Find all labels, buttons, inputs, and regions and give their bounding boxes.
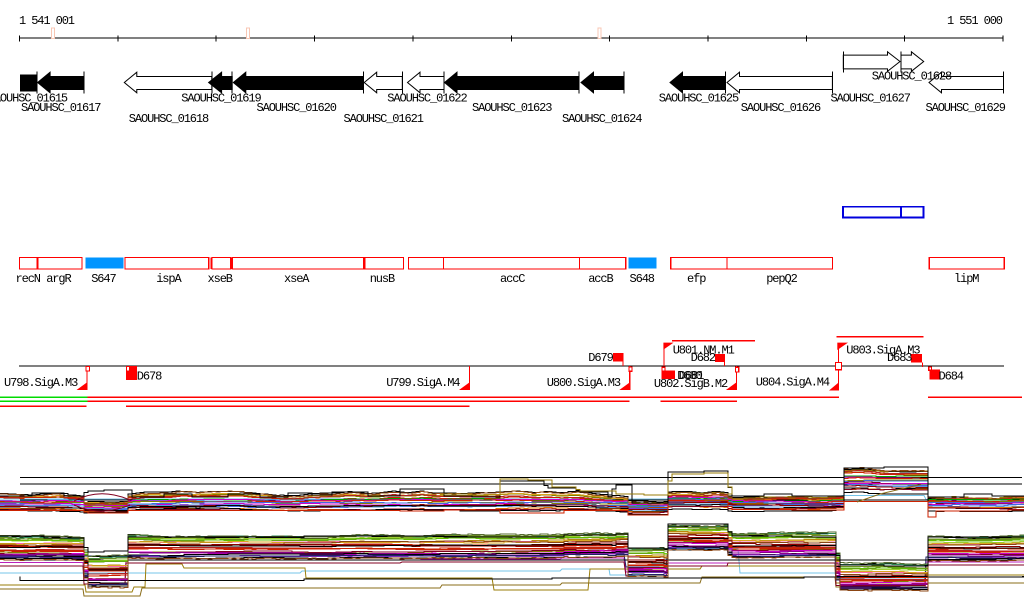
- svg-text:SAOUHSC_01623: SAOUHSC_01623: [472, 101, 552, 115]
- svg-text:SAOUHSC_01618: SAOUHSC_01618: [129, 112, 209, 126]
- svg-text:U801.NM.M1: U801.NM.M1: [673, 344, 735, 358]
- svg-text:recN: recN: [16, 272, 41, 286]
- svg-text:SAOUHSC_01619: SAOUHSC_01619: [181, 91, 261, 105]
- svg-text:D679: D679: [588, 351, 613, 365]
- svg-text:D682: D682: [691, 351, 716, 365]
- svg-text:efp: efp: [687, 272, 706, 286]
- svg-text:U798.SigA.M3: U798.SigA.M3: [4, 376, 78, 390]
- svg-text:U802.SigB.M2: U802.SigB.M2: [654, 377, 728, 391]
- svg-text:S648: S648: [630, 272, 655, 286]
- svg-text:SAOUHSC_01625: SAOUHSC_01625: [659, 91, 739, 105]
- svg-text:D681: D681: [679, 369, 704, 383]
- svg-text:U800.SigA.M3: U800.SigA.M3: [547, 376, 621, 390]
- svg-text:SAOUHSC_01628: SAOUHSC_01628: [872, 70, 952, 84]
- svg-text:ispA: ispA: [156, 272, 182, 286]
- svg-text:1 551 000: 1 551 000: [947, 14, 1003, 28]
- svg-text:xseA: xseA: [284, 272, 310, 286]
- svg-text:nusB: nusB: [370, 272, 395, 286]
- svg-text:lipM: lipM: [954, 272, 979, 286]
- svg-text:U799.SigA.M4: U799.SigA.M4: [386, 376, 460, 390]
- svg-text:accB: accB: [588, 272, 613, 286]
- svg-text:1 541 001: 1 541 001: [19, 14, 75, 28]
- svg-text:SAOUHSC_01622: SAOUHSC_01622: [387, 91, 467, 105]
- svg-text:SAOUHSC_01624: SAOUHSC_01624: [562, 112, 642, 126]
- svg-text:argR: argR: [46, 272, 71, 286]
- svg-text:SAOUHSC_01617: SAOUHSC_01617: [21, 101, 101, 115]
- svg-text:xseB: xseB: [208, 272, 233, 286]
- svg-text:SAOUHSC_01627: SAOUHSC_01627: [831, 91, 911, 105]
- svg-text:SAOUHSC_01620: SAOUHSC_01620: [257, 101, 337, 115]
- svg-text:S647: S647: [91, 272, 116, 286]
- svg-text:SAOUHSC_01626: SAOUHSC_01626: [741, 101, 821, 115]
- svg-text:U804.SigA.M4: U804.SigA.M4: [756, 376, 830, 390]
- svg-text:D680: D680: [677, 369, 702, 383]
- svg-text:U803.SigA.M3: U803.SigA.M3: [846, 344, 920, 358]
- svg-text:pepQ2: pepQ2: [766, 272, 797, 286]
- svg-text:D678: D678: [137, 369, 162, 383]
- svg-text:D684: D684: [939, 369, 964, 383]
- svg-text:SAOUHSC_01621: SAOUHSC_01621: [344, 112, 424, 126]
- svg-text:SAOUHSC_01615: SAOUHSC_01615: [0, 91, 68, 105]
- svg-text:D683: D683: [887, 351, 912, 365]
- svg-text:SAOUHSC_01629: SAOUHSC_01629: [926, 101, 1006, 115]
- svg-text:accC: accC: [500, 272, 525, 286]
